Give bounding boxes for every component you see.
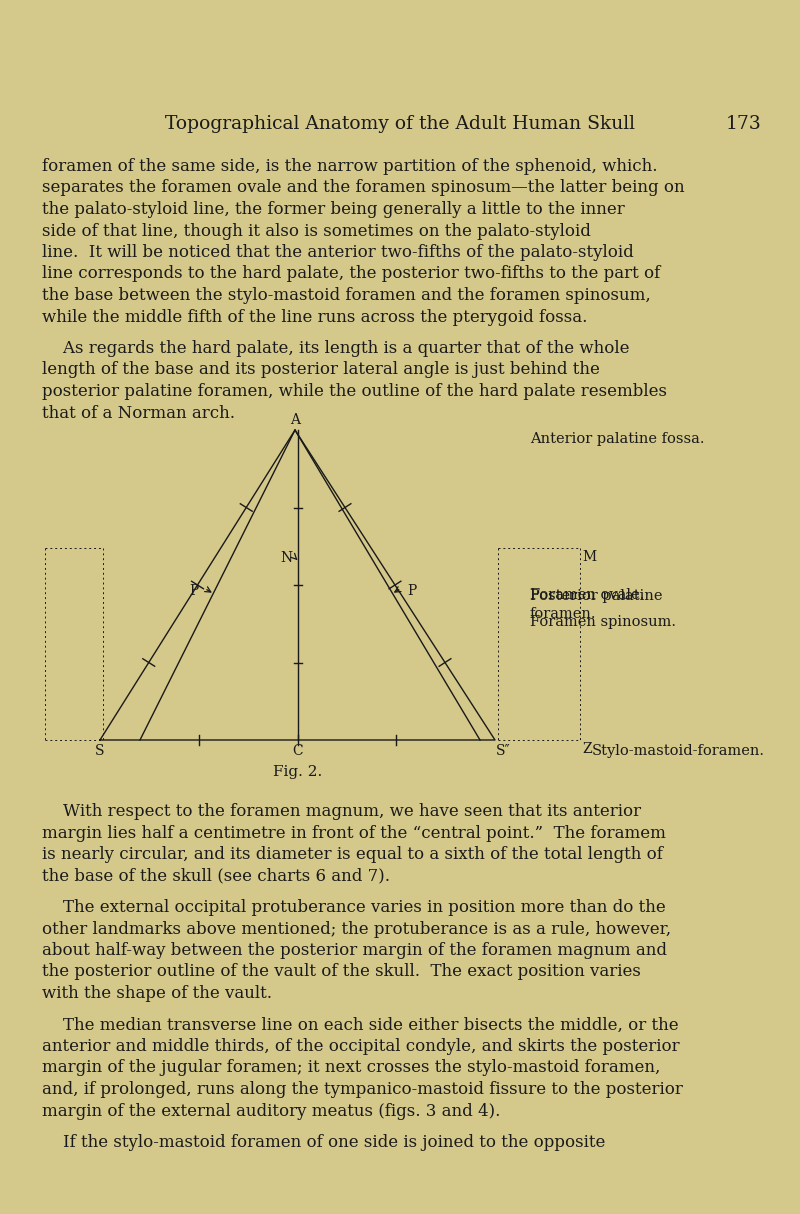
Text: margin lies half a centimetre in front of the “central point.”  The foramem: margin lies half a centimetre in front o… (42, 824, 666, 841)
Text: anterior and middle thirds, of the occipital condyle, and skirts the posterior: anterior and middle thirds, of the occip… (42, 1038, 680, 1055)
Text: Foramen ovale.: Foramen ovale. (530, 589, 644, 602)
Text: The median transverse line on each side either bisects the middle, or the: The median transverse line on each side … (42, 1016, 678, 1033)
Text: the posterior outline of the vault of the skull.  The exact position varies: the posterior outline of the vault of th… (42, 964, 641, 981)
Text: foramen of the same side, is the narrow partition of the sphenoid, which.: foramen of the same side, is the narrow … (42, 158, 658, 175)
Text: the base of the skull (see charts 6 and 7).: the base of the skull (see charts 6 and … (42, 868, 390, 885)
Text: As regards the hard palate, its length is a quarter that of the whole: As regards the hard palate, its length i… (42, 340, 630, 357)
Text: the base between the stylo-mastoid foramen and the foramen spinosum,: the base between the stylo-mastoid foram… (42, 287, 650, 304)
Text: P: P (189, 584, 198, 599)
Text: margin of the jugular foramen; it next crosses the stylo-mastoid foramen,: margin of the jugular foramen; it next c… (42, 1060, 660, 1077)
Text: S″: S″ (496, 744, 510, 758)
Text: M: M (582, 550, 596, 563)
Text: other landmarks above mentioned; the protuberance is as a rule, however,: other landmarks above mentioned; the pro… (42, 920, 671, 937)
Text: Posterior palatine: Posterior palatine (530, 589, 662, 603)
Text: Anterior palatine fossa.: Anterior palatine fossa. (530, 432, 705, 446)
Text: margin of the external auditory meatus (figs. 3 and 4).: margin of the external auditory meatus (… (42, 1102, 500, 1119)
Text: separates the foramen ovale and the foramen spinosum—the latter being on: separates the foramen ovale and the fora… (42, 180, 685, 197)
Text: is nearly circular, and its diameter is equal to a sixth of the total length of: is nearly circular, and its diameter is … (42, 846, 663, 863)
Text: and, if prolonged, runs along the tympanico-mastoid fissure to the posterior: and, if prolonged, runs along the tympan… (42, 1080, 683, 1097)
Text: Z: Z (582, 742, 592, 756)
Text: line corresponds to the hard palate, the posterior two-fifths to the part of: line corresponds to the hard palate, the… (42, 266, 660, 283)
Text: while the middle fifth of the line runs across the pterygoid fossa.: while the middle fifth of the line runs … (42, 308, 587, 325)
Text: posterior palatine foramen, while the outline of the hard palate resembles: posterior palatine foramen, while the ou… (42, 382, 667, 399)
Text: with the shape of the vault.: with the shape of the vault. (42, 985, 272, 1002)
Text: A: A (290, 413, 300, 427)
Text: S: S (95, 744, 105, 758)
Text: With respect to the foramen magnum, we have seen that its anterior: With respect to the foramen magnum, we h… (42, 802, 641, 819)
Text: that of a Norman arch.: that of a Norman arch. (42, 404, 235, 421)
Text: Topographical Anatomy of the Adult Human Skull: Topographical Anatomy of the Adult Human… (165, 115, 635, 134)
Text: Stylo-mastoid-foramen.: Stylo-mastoid-foramen. (592, 744, 765, 758)
Text: 173: 173 (726, 115, 762, 134)
Text: C: C (292, 744, 303, 758)
Text: side of that line, though it also is sometimes on the palato-styloid: side of that line, though it also is som… (42, 222, 591, 239)
Text: If the stylo-mastoid foramen of one side is joined to the opposite: If the stylo-mastoid foramen of one side… (42, 1134, 606, 1151)
Text: about half-way between the posterior margin of the foramen magnum and: about half-way between the posterior mar… (42, 942, 667, 959)
Text: length of the base and its posterior lateral angle is just behind the: length of the base and its posterior lat… (42, 362, 600, 379)
Text: Foramen spinosum.: Foramen spinosum. (530, 615, 676, 629)
Text: the palato-styloid line, the former being generally a little to the inner: the palato-styloid line, the former bein… (42, 202, 625, 219)
Text: line.  It will be noticed that the anterior two-fifths of the palato-styloid: line. It will be noticed that the anteri… (42, 244, 634, 261)
Text: N: N (280, 551, 293, 566)
Text: Fig. 2.: Fig. 2. (273, 765, 322, 779)
Text: P: P (407, 584, 417, 599)
Text: foramen.: foramen. (530, 607, 597, 622)
Text: The external occipital protuberance varies in position more than do the: The external occipital protuberance vari… (42, 900, 666, 917)
